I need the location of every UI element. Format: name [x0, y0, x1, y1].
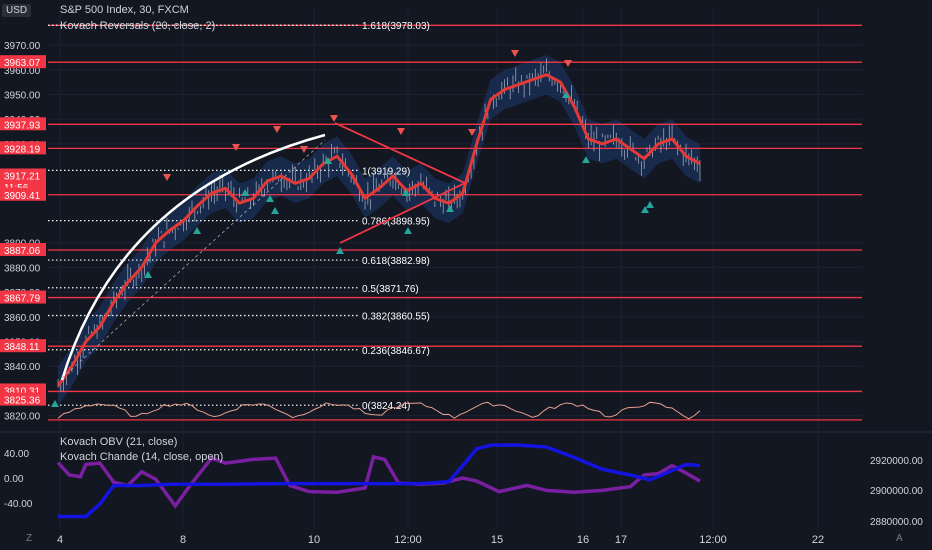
lower-right-tick: 2920000.00: [870, 456, 923, 467]
reversal-down-marker: [273, 126, 281, 133]
x-tick-label: 22: [812, 534, 824, 546]
timezone-icon[interactable]: Z: [26, 533, 33, 544]
price-label-box: [0, 55, 46, 69]
trend-drawings: [60, 122, 468, 381]
x-tick-label: 12:00: [699, 534, 727, 546]
price-label-text: 3909.41: [4, 191, 41, 202]
reversal-down-marker: [330, 115, 338, 122]
symbol-title[interactable]: S&P 500 Index, 30, FXCM: [60, 4, 189, 16]
fib-label: 0.382(3860.55): [362, 311, 430, 322]
fib-label: 1(3919.29): [362, 166, 410, 177]
reversal-up-marker: [324, 157, 332, 164]
red-triangle-drawing: [334, 122, 468, 244]
fib-label: 0.5(3871.76): [362, 284, 419, 295]
price-label-box: [0, 242, 46, 256]
auto-scale-icon[interactable]: A: [896, 533, 903, 544]
moving-average-line: [56, 73, 701, 387]
reversal-up-marker: [562, 91, 570, 98]
y-tick-label: 3950.00: [4, 90, 41, 101]
price-label-text: 3917.21: [4, 171, 41, 182]
x-tick-label: 16: [577, 534, 589, 546]
y-tick-label: 3820.00: [4, 412, 41, 423]
reversal-down-marker: [163, 174, 171, 181]
price-label-text: 3867.79: [4, 294, 41, 305]
y-tick-label: 3880.00: [4, 263, 41, 274]
indicator-chande-label[interactable]: Kovach Chande (14, close, open): [60, 451, 224, 463]
reversal-down-marker: [232, 144, 240, 151]
price-label-text: 3810.31: [4, 386, 41, 397]
reversal-up-marker: [641, 206, 649, 213]
reversal-up-marker: [402, 189, 410, 196]
price-label-text: 3887.06: [4, 246, 41, 257]
lower-right-tick: 2880000.00: [870, 517, 923, 528]
price-label-text: 3937.93: [4, 120, 41, 131]
reversal-down-marker: [511, 50, 519, 57]
y-tick-label: 3860.00: [4, 313, 41, 324]
price-series: [56, 58, 701, 420]
reversal-down-marker: [564, 60, 572, 67]
arc-drawing: [60, 133, 326, 381]
reversal-markers: [51, 50, 654, 407]
y-tick-label: 3970.00: [4, 41, 41, 52]
price-label-box: [0, 168, 46, 182]
lower-right-tick: 2900000.00: [870, 486, 923, 497]
dashed-trendline: [61, 139, 326, 379]
reversal-up-marker: [266, 195, 274, 202]
price-label-box: [0, 117, 46, 131]
x-tick-label: 10: [308, 534, 320, 546]
price-label-box: [0, 339, 46, 353]
indicator-obv-label[interactable]: Kovach OBV (21, close): [60, 436, 178, 448]
price-label-box: [0, 187, 46, 201]
lower-left-tick: 0.00: [4, 474, 24, 485]
horizontal-levels: [48, 24, 862, 421]
fib-label: 1.618(3978.03): [362, 21, 430, 32]
x-tick-label: 12:00: [394, 534, 422, 546]
reversal-up-marker: [336, 247, 344, 254]
currency-badge[interactable]: USD: [2, 4, 32, 17]
obv-line: [58, 443, 701, 519]
price-label-box: [0, 141, 46, 155]
lower-left-tick: 40.00: [4, 449, 29, 460]
reversal-down-marker: [397, 128, 405, 135]
reversal-up-marker: [241, 189, 249, 196]
price-label-text: 3848.11: [4, 342, 40, 353]
indicator-main-label[interactable]: Kovach Reversals (20, close, 2): [60, 20, 216, 32]
reversal-down-marker: [300, 146, 308, 153]
reversal-up-marker: [144, 271, 152, 278]
lower-left-tick: -40.00: [4, 499, 33, 510]
reversal-up-marker: [271, 207, 279, 214]
price-label-box: [0, 392, 46, 406]
volume-oscillator: [57, 401, 701, 420]
fibonacci-levels: 1.618(3978.03) 1(3919.29) 0.786(3898.95) 0.…: [48, 21, 430, 412]
y-tick-label: 3960.00: [4, 66, 41, 77]
reversal-up-marker: [646, 201, 654, 208]
fib-label: 0.618(3882.98): [362, 256, 430, 267]
reversal-up-marker: [582, 156, 590, 163]
reversal-up-marker: [193, 227, 201, 234]
reversal-up-marker: [404, 227, 412, 234]
price-label-text: 3928.19: [4, 144, 41, 155]
reversal-down-marker: [468, 129, 476, 136]
reversal-up-marker: [51, 400, 59, 407]
price-label-text: 3963.07: [4, 58, 41, 69]
price-labels: 3963.073937.933928.193917.2111:563909.41…: [0, 55, 46, 407]
fib-label: 0(3824.24): [362, 401, 410, 412]
x-tick-label: 8: [180, 534, 186, 546]
y-tick-label: 3840.00: [4, 362, 41, 373]
fib-label: 0.236(3846.67): [362, 346, 430, 357]
price-label-text: 3825.36: [4, 396, 41, 407]
price-label-box: [0, 290, 46, 304]
lower-indicator-panel: 40.00 0.00 -40.00 2920000.00 2900000.00 28800…: [0, 431, 932, 528]
x-tick-label: 4: [57, 534, 63, 546]
fib-label: 0.786(3898.95): [362, 217, 430, 228]
x-tick-label: 15: [491, 534, 503, 546]
x-tick-label: 17: [615, 534, 627, 546]
x-axis: 4 8 10 12:00 15 16 17 12:00 22: [57, 534, 824, 546]
reversal-up-marker: [446, 205, 454, 212]
